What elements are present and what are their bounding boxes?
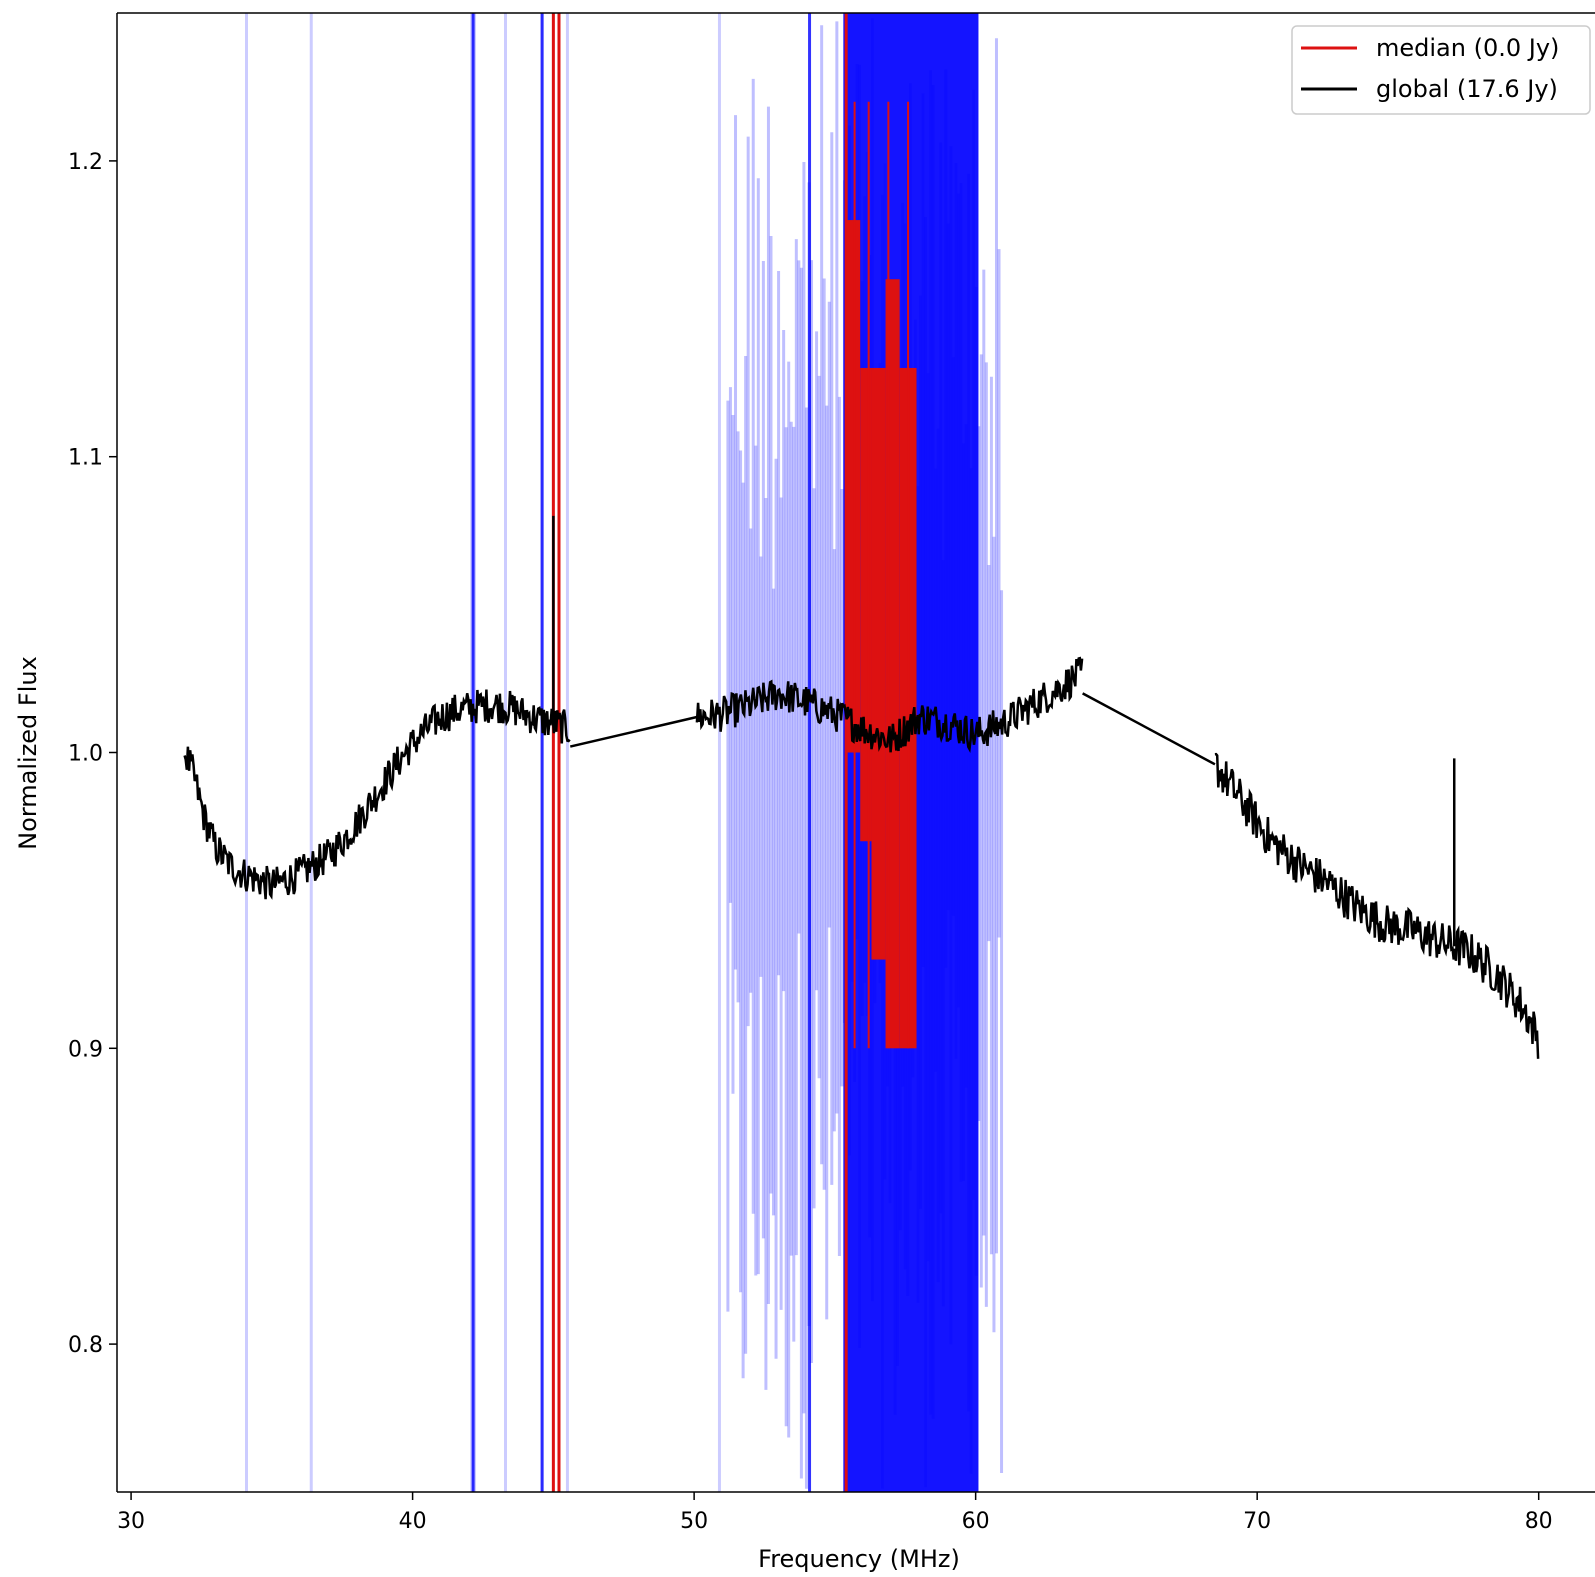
global-line [569, 715, 698, 748]
global-series [183, 515, 1540, 1059]
x-tick-label: 50 [680, 1509, 708, 1534]
median-series [551, 13, 917, 1492]
legend-global-label: global (17.6 Jy) [1376, 75, 1558, 103]
y-tick-label: 1.2 [68, 150, 103, 175]
global-line [183, 689, 571, 900]
y-tick-label: 1.0 [68, 742, 103, 767]
global-line [1214, 752, 1540, 1059]
x-axis-label: Frequency (MHz) [758, 1545, 960, 1573]
y-axis-ticks: 0.8 0.9 1.0 1.1 1.2 [68, 150, 117, 1358]
x-tick-label: 60 [962, 1509, 990, 1534]
x-axis-ticks: 30 40 50 60 70 80 [117, 1492, 1553, 1534]
legend-median-label: median (0.0 Jy) [1376, 34, 1559, 62]
x-tick-label: 40 [399, 1509, 427, 1534]
median-band [871, 367, 886, 960]
median-band [846, 220, 861, 753]
y-tick-label: 1.1 [68, 446, 103, 471]
x-tick-label: 30 [117, 1509, 145, 1534]
y-tick-label: 0.8 [68, 1333, 103, 1358]
legend-box [1291, 25, 1591, 115]
y-axis-label: Normalized Flux [14, 656, 42, 850]
x-tick-label: 80 [1525, 1509, 1553, 1534]
global-line [695, 656, 1084, 754]
x-tick-label: 70 [1243, 1509, 1271, 1534]
global-line [1082, 692, 1216, 766]
legend: median (0.0 Jy) global (17.6 Jy) [1291, 25, 1591, 115]
y-tick-label: 0.9 [68, 1037, 103, 1062]
median-band [860, 367, 872, 842]
